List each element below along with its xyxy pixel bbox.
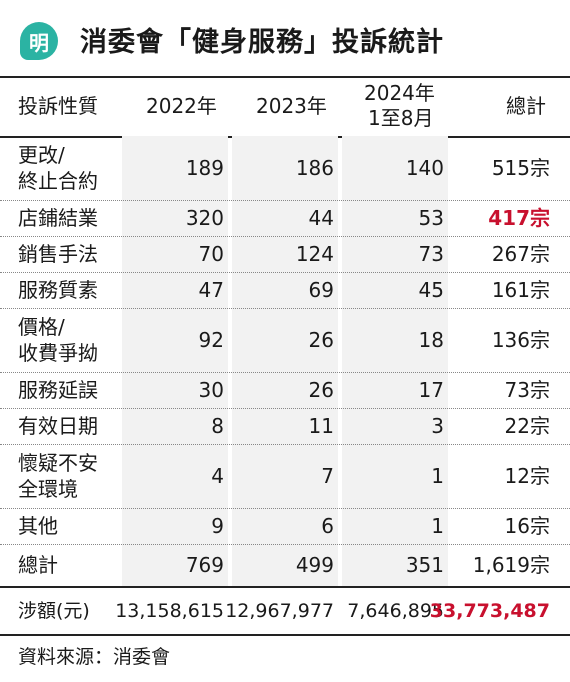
table-row: 更改/終止合約 189 186 140 515宗 [0, 136, 570, 201]
row-value: 1 [431, 464, 444, 488]
amount-label: 涉額(元) [18, 600, 90, 622]
column-header-category: 投訴性質 [18, 94, 98, 118]
row-value: 53 [418, 206, 444, 230]
row-category-line: 銷售手法 [18, 242, 98, 266]
row-total: 515宗 [491, 156, 550, 180]
row-value: 44 [308, 206, 334, 230]
row-category-line: 終止合約 [18, 169, 98, 193]
row-category: 店鋪結業 [18, 200, 128, 236]
column-shade-2023 [232, 136, 338, 586]
row-value: 140 [405, 156, 444, 180]
row-category: 總計 [18, 544, 128, 586]
row-value: 186 [295, 156, 334, 180]
row-value: 11 [308, 414, 334, 438]
row-category: 價格/收費爭拗 [18, 308, 128, 372]
amount-2024: 7,646,895 [347, 600, 444, 622]
row-category: 其他 [18, 508, 128, 544]
row-total: 12宗 [504, 464, 550, 488]
row-value: 26 [308, 328, 334, 352]
row-category: 有效日期 [18, 408, 128, 444]
row-total: 22宗 [504, 414, 550, 438]
table-row: 價格/收費爭拗 92 26 18 136宗 [0, 308, 570, 373]
row-value: 92 [198, 328, 224, 352]
table-row: 有效日期 8 11 3 22宗 [0, 408, 570, 445]
row-total: 161宗 [491, 278, 550, 302]
row-value: 73 [418, 242, 444, 266]
row-category: 更改/終止合約 [18, 136, 128, 200]
row-category-line: 服務延誤 [18, 378, 98, 402]
row-value: 499 [295, 553, 334, 577]
row-total: 417宗 [488, 206, 550, 230]
row-total: 1,619宗 [472, 553, 550, 577]
row-value: 1 [431, 514, 444, 538]
row-category-line: 店鋪結業 [18, 206, 98, 230]
row-value: 30 [198, 378, 224, 402]
table-row: 服務質素 47 69 45 161宗 [0, 272, 570, 309]
complaint-table: 更改/終止合約 189 186 140 515宗 店鋪結業 320 44 53 417宗 銷售手法 7… [0, 136, 570, 586]
amount-2023: 12,967,977 [225, 600, 334, 622]
column-shade-2022 [122, 136, 228, 586]
column-header-2022: 2022年 [146, 94, 217, 118]
column-header-2024: 2024年 [364, 81, 435, 105]
row-category-line: 其他 [18, 514, 58, 538]
row-value: 3 [431, 414, 444, 438]
row-value: 8 [211, 414, 224, 438]
row-category: 服務質素 [18, 272, 128, 308]
row-value: 45 [418, 278, 444, 302]
column-header-total: 總計 [506, 94, 546, 118]
row-total: 136宗 [491, 328, 550, 352]
row-value: 351 [405, 553, 444, 577]
row-category-line: 有效日期 [18, 414, 98, 438]
row-value: 6 [321, 514, 334, 538]
row-category: 懷疑不安 全環境 [18, 444, 128, 508]
newspaper-logo: 明 [20, 22, 58, 60]
row-value: 124 [295, 242, 334, 266]
table-row: 銷售手法 70 124 73 267宗 [0, 236, 570, 273]
amount-total: 33,773,487 [429, 600, 550, 622]
row-category-line: 總計 [18, 553, 58, 577]
row-value: 47 [198, 278, 224, 302]
row-value: 70 [198, 242, 224, 266]
row-category: 銷售手法 [18, 236, 128, 272]
row-total: 267宗 [491, 242, 550, 266]
row-value: 9 [211, 514, 224, 538]
row-category: 服務延誤 [18, 372, 128, 408]
amount-row: 涉額(元) 13,158,615 12,967,977 7,646,895 33… [0, 586, 570, 636]
table-row: 懷疑不安 全環境 4 7 1 12宗 [0, 444, 570, 509]
row-value: 7 [321, 464, 334, 488]
header: 明 消委會「健身服務」投訴統計 [0, 0, 570, 78]
row-category-line: 價格/ [18, 315, 65, 339]
column-header-2023: 2023年 [256, 94, 327, 118]
row-value: 4 [211, 464, 224, 488]
row-total: 73宗 [504, 378, 550, 402]
row-category-line: 全環境 [18, 477, 78, 501]
table-row: 其他 9 6 1 16宗 [0, 508, 570, 545]
amount-2022: 13,158,615 [115, 600, 224, 622]
row-value: 26 [308, 378, 334, 402]
row-total: 16宗 [504, 514, 550, 538]
row-value: 17 [418, 378, 444, 402]
column-header-2024-period: 1至8月 [368, 106, 434, 130]
column-shade-2024 [342, 136, 448, 586]
row-value: 18 [418, 328, 444, 352]
row-value: 189 [185, 156, 224, 180]
row-value: 769 [185, 553, 224, 577]
row-value: 320 [185, 206, 224, 230]
table-row: 總計 769 499 351 1,619宗 [0, 544, 570, 586]
row-category-line: 懷疑不安 [18, 451, 98, 475]
column-headers: 投訴性質 2022年 2023年 2024年 1至8月 總計 [0, 76, 570, 138]
chart-title: 消委會「健身服務」投訴統計 [80, 27, 444, 58]
row-value: 69 [308, 278, 334, 302]
row-category-line: 收費爭拗 [18, 341, 98, 365]
data-source: 資料來源：消委會 [18, 646, 171, 668]
row-category-line: 更改/ [18, 143, 65, 167]
table-row: 服務延誤 30 26 17 73宗 [0, 372, 570, 409]
row-category-line: 服務質素 [18, 278, 98, 302]
table-row: 店鋪結業 320 44 53 417宗 [0, 200, 570, 237]
